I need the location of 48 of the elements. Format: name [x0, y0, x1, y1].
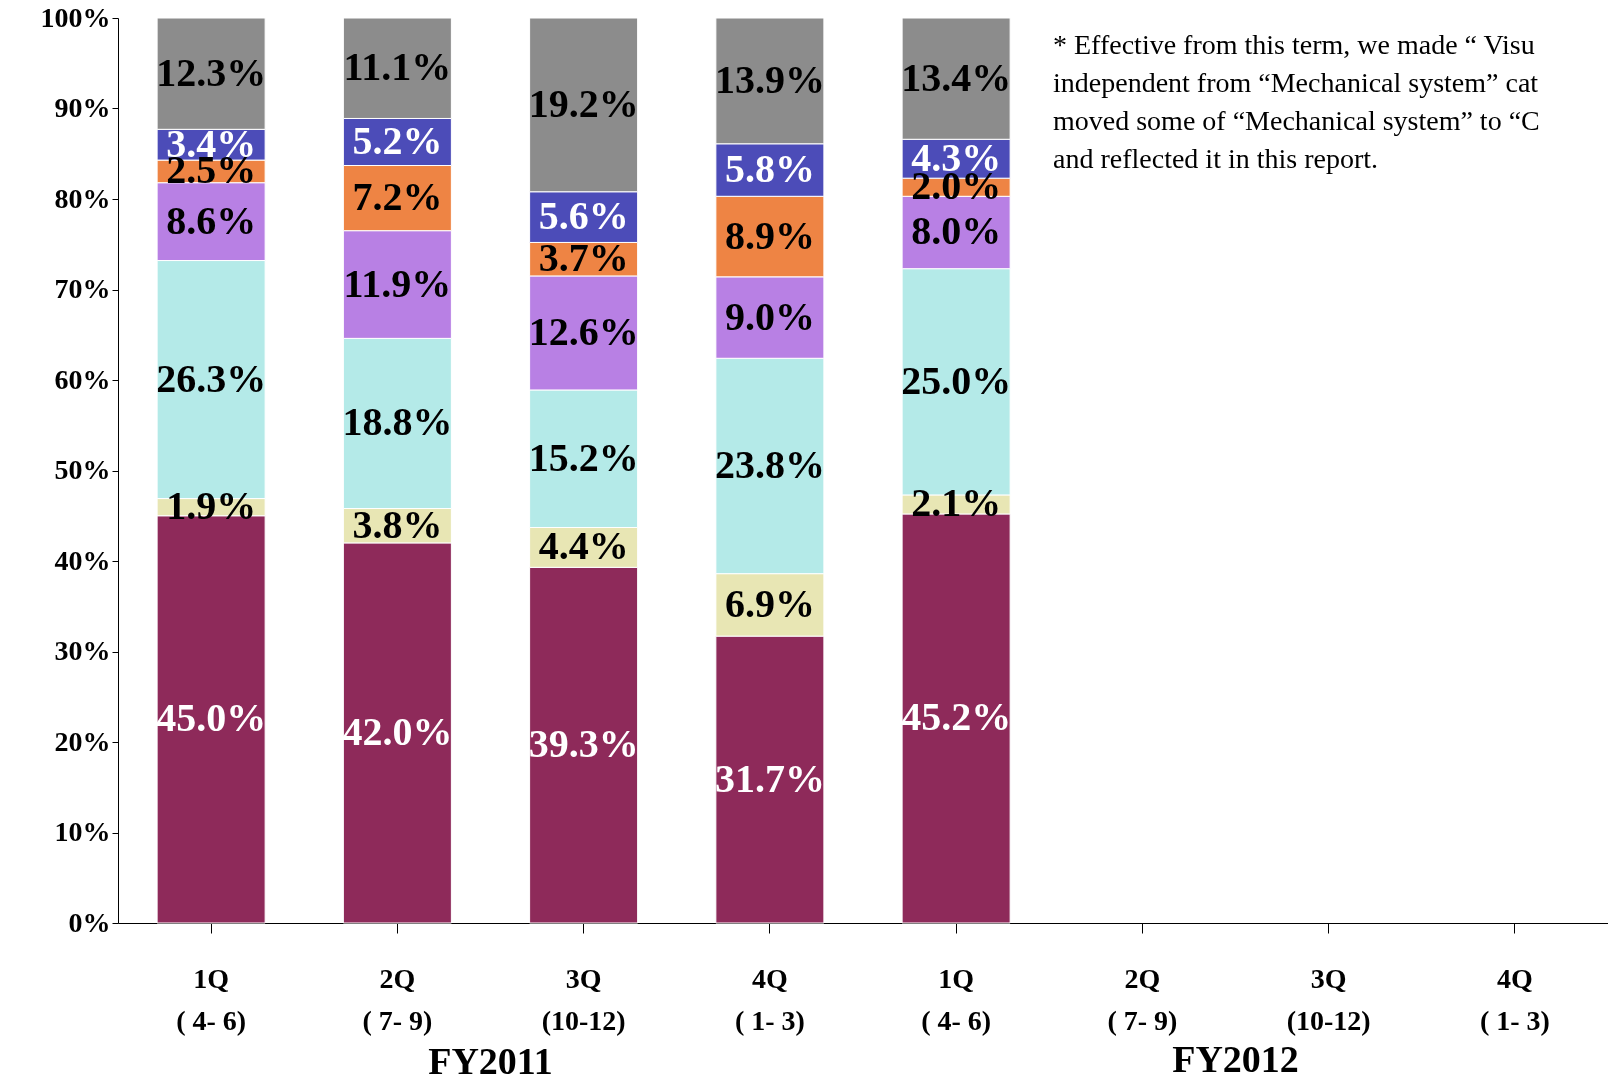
y-tick-label: 10%	[54, 816, 111, 847]
annotation: * Effective from this term, we made “ Visu independent from “Mechanical system” cat moved some of “Mechanical system” to “C and reflected it in this report.	[1053, 29, 1540, 174]
data-label: 39.3%	[528, 721, 639, 767]
data-label: 8.0%	[911, 208, 1002, 254]
y-tick-label: 70%	[54, 273, 111, 304]
x-tick-label: 2Q ( 7- 9)	[362, 962, 433, 1036]
data-label: 13.4%	[901, 54, 1012, 100]
data-label: 8.6%	[166, 197, 257, 243]
x-tick-label: 2Q ( 7- 9)	[1107, 962, 1178, 1036]
y-tick-label: 90%	[54, 92, 111, 123]
data-label: 8.9%	[724, 212, 815, 258]
y-tick-label: 40%	[54, 544, 111, 576]
data-label: 19.2%	[528, 80, 639, 126]
y-tick-label: 60%	[54, 363, 111, 395]
y-tick-label: 20%	[54, 725, 111, 757]
x-tick-label: 3Q (10-12)	[1286, 962, 1371, 1036]
data-label: 6.9%	[724, 580, 815, 626]
data-label: 5.8%	[724, 146, 815, 192]
y-tick-label: 100%	[40, 1, 111, 33]
x-tick-label: 1Q ( 4- 6)	[921, 962, 992, 1036]
data-label: 9.0%	[724, 293, 815, 339]
data-label: 13.9%	[714, 56, 825, 102]
x-tick-label: 4Q ( 1- 3)	[1479, 962, 1550, 1036]
data-label: 15.2%	[528, 434, 639, 480]
data-label: 31.7%	[714, 755, 825, 801]
data-label: 26.3%	[156, 355, 267, 401]
data-label: 11.9%	[343, 260, 452, 306]
data-label: 25.0%	[901, 357, 1012, 403]
x-tick-label: 3Q (10-12)	[541, 962, 626, 1036]
y-tick-label: 50%	[54, 454, 111, 485]
y-tick-label: 0%	[68, 906, 111, 938]
data-label: 12.6%	[528, 308, 639, 354]
data-label: 7.2%	[352, 174, 443, 220]
data-label: 2.1%	[911, 480, 1002, 526]
data-label: 12.3%	[156, 49, 267, 95]
text: FY2011	[428, 1040, 553, 1082]
data-label: 5.2%	[352, 117, 443, 163]
y-tick-label: 30%	[54, 635, 111, 666]
data-label: 18.8%	[342, 399, 453, 445]
data-label: 4.4%	[538, 523, 629, 569]
data-label: 11.1%	[343, 44, 452, 90]
x-tick-label: 4Q ( 1- 3)	[734, 962, 805, 1036]
data-label: 3.8%	[352, 501, 443, 547]
y-tick-label: 80%	[54, 182, 111, 214]
text: FY2012	[1172, 1038, 1299, 1080]
x-tick-label: 1Q ( 4- 6)	[176, 962, 247, 1036]
data-label: 1.9%	[166, 483, 257, 529]
data-label: 23.8%	[714, 441, 825, 487]
